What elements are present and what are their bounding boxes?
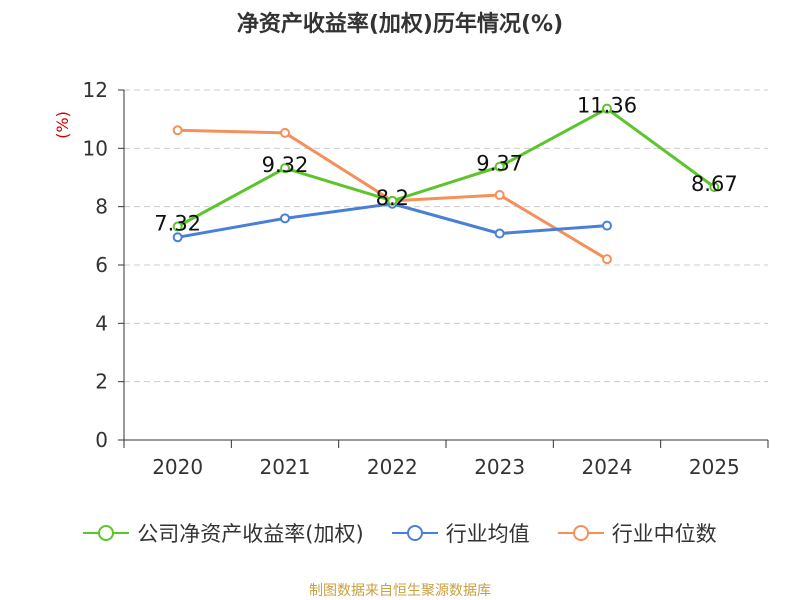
x-tick-label: 2020 [152, 455, 203, 479]
data-point-0 [709, 182, 720, 193]
legend-label-company: 公司净资产收益率(加权) [137, 522, 364, 546]
y-tick-label: 4 [95, 311, 108, 335]
x-tick-label: 2022 [367, 455, 418, 479]
data-label: 11.36 [577, 94, 637, 118]
data-label: 9.37 [476, 152, 523, 176]
data-label: 8.2 [376, 186, 409, 210]
data-point-1 [602, 220, 612, 231]
data-label: 9.32 [262, 153, 309, 177]
y-tick-label: 10 [83, 136, 108, 160]
data-point-2 [602, 254, 612, 265]
y-tick-label: 8 [95, 195, 108, 219]
legend-item-company[interactable]: 公司净资产收益率(加权) [83, 518, 364, 548]
legend-line-circle-icon [557, 525, 604, 541]
legend: 公司净资产收益率(加权) 行业均值 行业中位数 [0, 518, 800, 548]
x-tick-label: 2021 [260, 455, 311, 479]
x-tick-label: 2025 [689, 455, 740, 479]
data-point-1 [172, 232, 183, 243]
legend-line-circle-icon [83, 525, 130, 541]
data-point-2 [280, 127, 290, 138]
legend-label-industry-median: 行业中位数 [611, 522, 717, 546]
source-note: 制图数据来自恒生聚源数据库 [309, 583, 491, 599]
data-label: 8.67 [691, 172, 738, 196]
legend-item-industry-median[interactable]: 行业中位数 [557, 518, 717, 548]
legend-item-industry-avg[interactable]: 行业均值 [391, 518, 530, 548]
data-point-1 [280, 213, 290, 224]
chart-title: 净资产收益率(加权)历年情况(%) [236, 12, 564, 37]
x-tick-label: 2023 [474, 455, 525, 479]
data-point-0 [494, 161, 505, 172]
y-tick-label: 2 [95, 370, 108, 394]
y-tick-label: 0 [95, 428, 108, 452]
x-tick-label: 2024 [582, 455, 633, 479]
data-point-0 [387, 195, 398, 206]
y-tick-label: 6 [95, 253, 108, 277]
data-point-2 [172, 125, 183, 136]
series-line-0 [176, 107, 716, 228]
y-axis-label: (%) [53, 111, 72, 139]
data-label: 7.32 [154, 212, 201, 236]
legend-label-industry-avg: 行业均值 [445, 522, 530, 546]
data-point-0 [172, 221, 183, 232]
data-point-0 [280, 163, 290, 174]
data-point-0 [602, 103, 612, 114]
legend-line-circle-icon [391, 525, 438, 541]
y-tick-label: 12 [83, 78, 108, 102]
data-point-1 [494, 228, 505, 239]
data-point-2 [494, 190, 505, 200]
